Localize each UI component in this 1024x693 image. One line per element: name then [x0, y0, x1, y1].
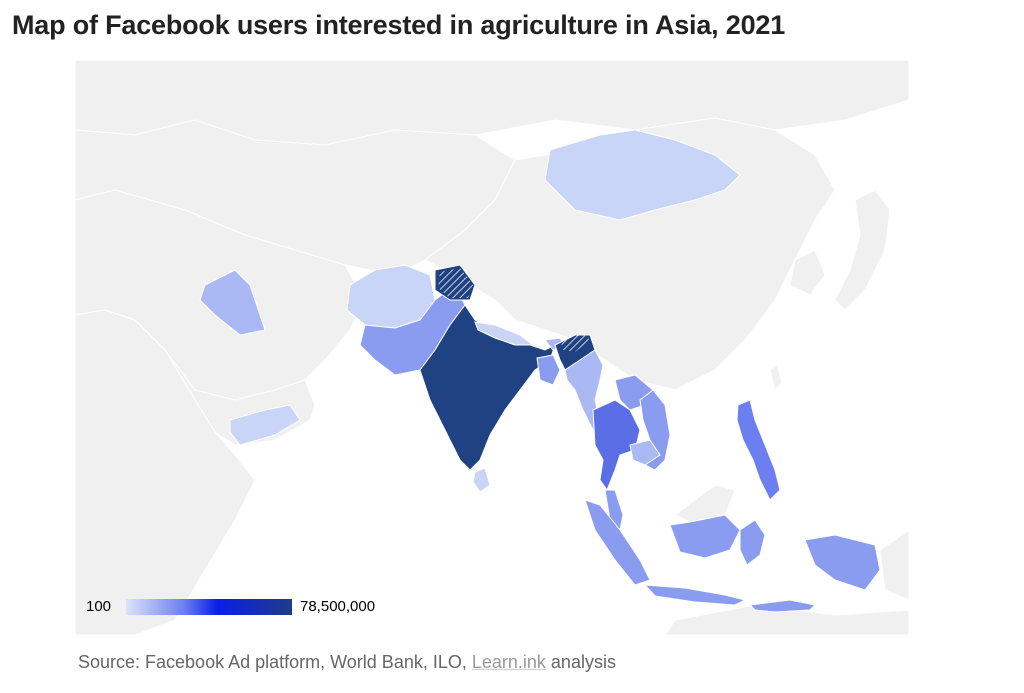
- choropleth-map: [75, 60, 909, 635]
- disputed-arunachal-hatch: [560, 332, 590, 352]
- region-korea: [789, 249, 826, 296]
- legend-max-label: 78,500,000: [300, 598, 376, 615]
- country-indonesia-sulawesi: [739, 519, 766, 566]
- country-nepal: [474, 321, 535, 346]
- source-link[interactable]: Learn.ink: [471, 652, 546, 672]
- map-svg: [75, 60, 909, 635]
- country-indonesia-kalimantan: [669, 514, 741, 559]
- country-thailand: [592, 399, 641, 492]
- data-countries: [199, 129, 881, 613]
- country-mongolia: [544, 129, 741, 221]
- disputed-kashmir-hatch: [438, 268, 473, 298]
- region-japan: [834, 189, 891, 311]
- country-iraq: [199, 269, 266, 336]
- legend-min-label: 100: [86, 598, 112, 615]
- country-philippines: [736, 399, 781, 501]
- country-bangladesh: [536, 354, 561, 386]
- country-vietnam: [639, 389, 671, 471]
- country-indonesia-sumatra: [584, 499, 651, 586]
- country-indonesia-java: [643, 584, 747, 606]
- land-no-data: [75, 60, 909, 635]
- region-png: [879, 529, 909, 601]
- country-sri-lanka: [472, 467, 491, 493]
- region-africa: [75, 309, 256, 635]
- country-yemen: [229, 404, 301, 446]
- country-malaysia: [604, 489, 624, 532]
- region-taiwan: [769, 364, 783, 392]
- map-title: Map of Facebook users interested in agri…: [12, 10, 786, 40]
- legend-gradient-bar: [126, 599, 292, 615]
- source-note: Source: Facebook Ad platform, World Bank…: [78, 652, 616, 673]
- country-indonesia-papua: [804, 534, 881, 591]
- source-prefix: Source: Facebook Ad platform, World Bank…: [78, 652, 472, 672]
- country-indonesia-nusa: [748, 599, 817, 613]
- region-borneo-north: [674, 484, 736, 523]
- source-suffix: analysis: [545, 652, 616, 672]
